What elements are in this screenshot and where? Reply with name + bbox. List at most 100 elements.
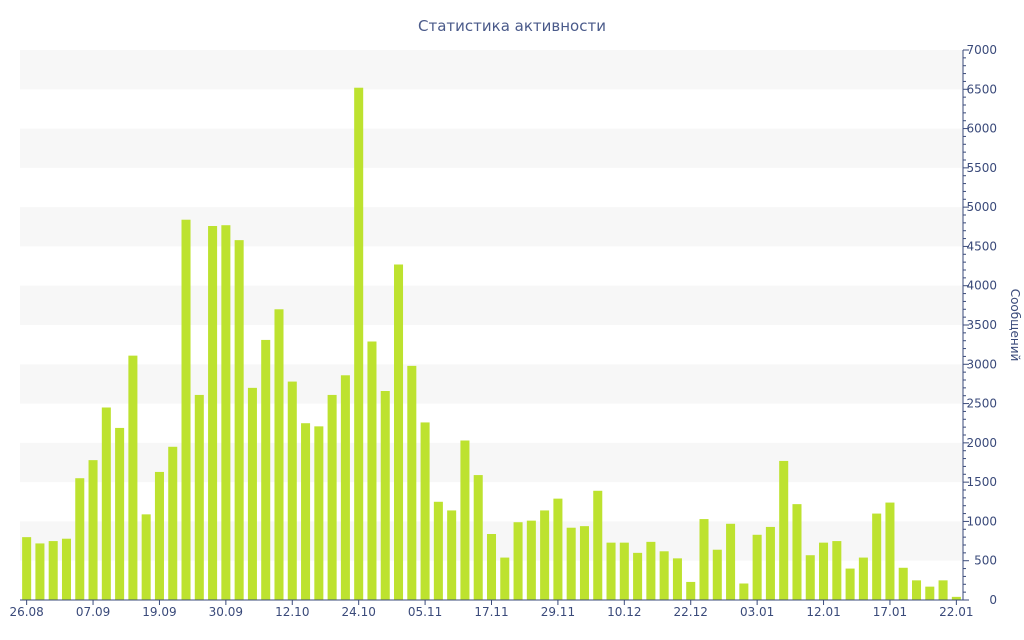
bar[interactable] (686, 581, 696, 600)
bar[interactable] (380, 391, 390, 600)
chart-title: Статистика активности (418, 17, 606, 35)
bar[interactable] (394, 264, 404, 601)
x-tick-label: 19.09 (142, 605, 176, 619)
y-tick-label: 4000 (966, 279, 997, 293)
y-tick-label: 1500 (966, 475, 997, 489)
bar[interactable] (885, 502, 895, 600)
bar[interactable] (407, 365, 417, 600)
y-tick-label: 7000 (966, 43, 997, 57)
y-tick-label: 2500 (966, 397, 997, 411)
bar[interactable] (168, 446, 178, 600)
bar[interactable] (619, 542, 629, 600)
bar[interactable] (486, 534, 497, 600)
y-tick-label: 5500 (966, 161, 997, 175)
bar[interactable] (898, 567, 908, 600)
bar[interactable] (633, 552, 643, 600)
bar[interactable] (513, 522, 523, 600)
x-tick-label: 17.11 (474, 605, 508, 619)
bar[interactable] (752, 534, 762, 600)
bar[interactable] (699, 519, 709, 600)
bar[interactable] (88, 460, 98, 600)
bar[interactable] (22, 537, 32, 600)
bar[interactable] (128, 355, 138, 600)
bar[interactable] (606, 542, 616, 600)
y-tick-label: 0 (989, 593, 997, 607)
bar[interactable] (659, 551, 669, 600)
bar[interactable] (526, 520, 536, 600)
bar[interactable] (447, 510, 457, 600)
bar[interactable] (938, 580, 948, 600)
bar[interactable] (765, 526, 775, 600)
x-tick-label: 22.01 (939, 605, 973, 619)
x-tick-label: 24.10 (342, 605, 376, 619)
x-tick-label: 03.01 (740, 605, 774, 619)
bar[interactable] (367, 341, 377, 601)
bar[interactable] (858, 557, 868, 600)
grid-bands (20, 50, 963, 561)
bar[interactable] (314, 426, 324, 600)
bar[interactable] (301, 423, 311, 600)
bar[interactable] (261, 339, 271, 600)
x-tick-label: 30.09 (209, 605, 243, 619)
bar[interactable] (247, 387, 257, 600)
bar[interactable] (340, 375, 350, 600)
bar[interactable] (101, 407, 111, 601)
bar[interactable] (194, 394, 204, 600)
bar[interactable] (726, 523, 736, 600)
x-tick-label: 05.11 (408, 605, 442, 619)
bar[interactable] (553, 498, 563, 600)
bar[interactable] (579, 526, 589, 600)
bar[interactable] (327, 394, 337, 600)
y-tick-label: 1000 (966, 514, 997, 528)
bar[interactable] (646, 541, 656, 600)
bar[interactable] (805, 555, 815, 600)
bar[interactable] (500, 557, 510, 600)
bar[interactable] (739, 583, 749, 601)
bar[interactable] (354, 87, 364, 600)
bar[interactable] (819, 542, 829, 600)
bar[interactable] (911, 580, 922, 600)
x-tick-label: 29.11 (541, 605, 575, 619)
bar[interactable] (154, 471, 164, 600)
bar[interactable] (61, 538, 72, 600)
x-tick-label: 12.10 (275, 605, 309, 619)
bar[interactable] (433, 501, 443, 600)
bar[interactable] (35, 543, 45, 600)
bar[interactable] (234, 240, 244, 600)
y-tick-label: 6000 (966, 122, 997, 136)
bar[interactable] (779, 460, 789, 600)
bar[interactable] (832, 541, 842, 600)
bar[interactable] (540, 510, 550, 600)
bar[interactable] (115, 427, 125, 600)
bar[interactable] (287, 381, 297, 600)
x-tick-label: 26.08 (9, 605, 43, 619)
grid-band (20, 285, 963, 325)
bar[interactable] (566, 527, 576, 600)
bar[interactable] (951, 596, 961, 600)
bar[interactable] (593, 490, 603, 600)
bar[interactable] (672, 558, 682, 600)
bar[interactable] (141, 514, 151, 600)
bar[interactable] (208, 226, 218, 600)
bar[interactable] (925, 586, 935, 600)
x-axis: 26.08 07.09 19.09 30.09 12.10 24.10 05.11 17.11… (9, 599, 974, 619)
bars (22, 87, 961, 601)
bar[interactable] (473, 475, 483, 600)
bar[interactable] (845, 568, 855, 600)
bar[interactable] (460, 440, 470, 601)
bar[interactable] (274, 309, 284, 600)
bar[interactable] (48, 541, 58, 600)
bar[interactable] (420, 422, 430, 600)
bar[interactable] (712, 549, 722, 600)
y-axis: 0 500 1000 1500 2000 2500 3000 3500 4000 4500 5000… (962, 43, 997, 607)
bar[interactable] (181, 219, 191, 600)
y-tick-label: 3000 (966, 357, 997, 371)
bar[interactable] (872, 513, 882, 600)
bar[interactable] (792, 504, 802, 600)
bar[interactable] (221, 225, 231, 600)
x-tick-label: 12.01 (806, 605, 840, 619)
bar[interactable] (75, 478, 85, 600)
y-tick-label: 6500 (966, 82, 997, 96)
